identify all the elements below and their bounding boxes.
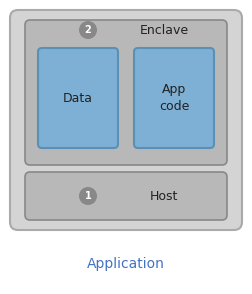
FancyBboxPatch shape xyxy=(134,48,214,148)
Text: 2: 2 xyxy=(85,25,91,35)
FancyBboxPatch shape xyxy=(25,20,227,165)
FancyBboxPatch shape xyxy=(10,10,242,230)
Text: Enclave: Enclave xyxy=(140,24,189,36)
Text: App
code: App code xyxy=(159,83,189,113)
Circle shape xyxy=(79,187,97,205)
FancyBboxPatch shape xyxy=(38,48,118,148)
Text: Application: Application xyxy=(87,257,165,271)
Circle shape xyxy=(79,21,97,39)
Text: Host: Host xyxy=(150,190,178,203)
FancyBboxPatch shape xyxy=(25,172,227,220)
Text: 1: 1 xyxy=(85,191,91,201)
Text: Data: Data xyxy=(63,91,93,104)
